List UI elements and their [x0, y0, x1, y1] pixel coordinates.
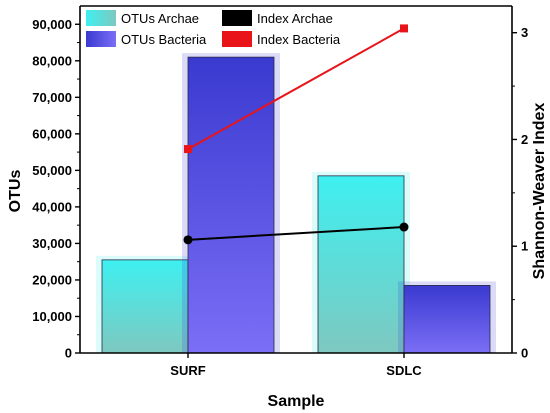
y2-tick-label-0: 0 [521, 346, 528, 361]
line-series-0 [187, 226, 405, 241]
x-axis-title: Sample [268, 393, 325, 410]
y2-tick-label-2: 2 [521, 132, 528, 147]
legend-label-3: Index Bacteria [257, 32, 341, 47]
y-tick-label-0: 0 [65, 346, 72, 361]
bars-layer [96, 53, 496, 354]
bar-1-0 [187, 56, 275, 354]
legend-swatch-2 [222, 10, 252, 26]
y-tick-label-8: 80,000 [32, 53, 72, 68]
y-tick-label-2: 20,000 [32, 272, 72, 287]
x-tick-label-0: SURF [170, 363, 205, 378]
point-0-0 [183, 235, 193, 245]
y-tick-label-7: 70,000 [32, 90, 72, 105]
bar-0-1 [317, 175, 405, 354]
legend-swatch-3 [222, 31, 252, 47]
y2-tick-label-1: 1 [521, 239, 528, 254]
bar-0-0 [101, 259, 189, 354]
point-0-1 [399, 222, 409, 232]
legend-label-2: Index Archae [257, 11, 333, 26]
legend-swatch-0 [86, 10, 116, 26]
axes-layer: 0 10,000 20,000 30,000 40,000 50,000 60,000 70,… [32, 5, 528, 378]
y-tick-label-3: 30,000 [32, 236, 72, 251]
y-tick-label-4: 40,000 [32, 199, 72, 214]
x-tick-label-1: SDLC [386, 363, 422, 378]
y2-tick-label-3: 3 [521, 25, 528, 40]
point-1-0 [184, 145, 192, 154]
legend-swatch-1 [86, 31, 116, 47]
y-tick-label-5: 50,000 [32, 163, 72, 178]
bar-1-1 [403, 285, 491, 354]
legend-label-1: OTUs Bacteria [121, 32, 207, 47]
legend-label-0: OTUs Archae [121, 11, 199, 26]
lines-layer [183, 24, 409, 245]
y-tick-label-1: 10,000 [32, 309, 72, 324]
y2-axis-title: Shannon-Weaver Index [531, 103, 548, 280]
point-1-1 [400, 24, 408, 33]
y-axis-title: OTUs [7, 170, 24, 213]
y-tick-label-9: 90,000 [32, 17, 72, 32]
y-tick-label-6: 60,000 [32, 126, 72, 141]
line-series-1 [187, 27, 405, 150]
legend: OTUs Archae OTUs Bacteria Index Archae Inde… [86, 10, 341, 47]
